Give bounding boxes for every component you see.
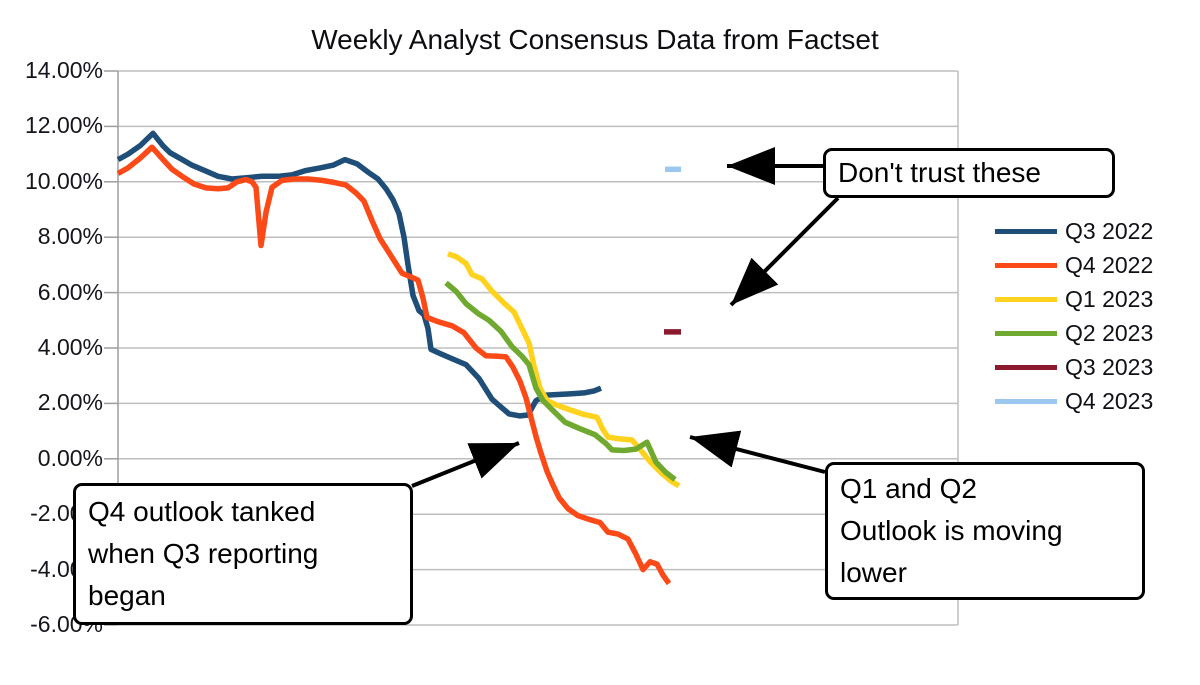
legend-label: Q3 2022	[1065, 218, 1154, 244]
legend-label: Q1 2023	[1065, 286, 1154, 312]
legend-label: Q4 2022	[1065, 252, 1154, 278]
callout-text: began	[88, 580, 166, 611]
legend-swatch-icon	[995, 399, 1057, 404]
legend-item: Q4 2022	[995, 252, 1154, 278]
callout-q1-q2-outlook-lower: Q1 and Q2 Outlook is moving lower	[825, 462, 1145, 600]
y-axis-tick-label: 14.00%	[24, 57, 103, 83]
legend-item: Q4 2023	[995, 388, 1154, 414]
legend-label: Q2 2023	[1065, 320, 1154, 346]
y-axis-tick-label: 0.00%	[37, 444, 103, 471]
legend-item: Q1 2023	[995, 286, 1154, 312]
legend-item: Q3 2023	[995, 354, 1154, 380]
legend-swatch-icon	[995, 229, 1057, 234]
legend-item: Q2 2023	[995, 320, 1154, 346]
callout-text: Q4 outlook tanked	[88, 496, 316, 527]
annotation-arrows	[411, 147, 840, 488]
series-line-q3-2022	[116, 130, 602, 419]
data-series	[116, 130, 681, 586]
series-line-q4-2022	[116, 144, 672, 586]
series-line-q1-2023	[447, 251, 681, 489]
chart-title: Weekly Analyst Consensus Data from Facts…	[311, 24, 879, 55]
y-axis-tick-label: 6.00%	[37, 278, 103, 305]
y-axis-tick-label: 4.00%	[37, 334, 103, 360]
legend-label: Q4 2023	[1065, 388, 1154, 414]
legend-swatch-icon	[995, 263, 1057, 268]
legend-swatch-icon	[995, 365, 1057, 370]
callout-q4-outlook-tanked: Q4 outlook tanked when Q3 reporting began	[73, 483, 413, 625]
callout-dont-trust-these: Don't trust these	[823, 148, 1115, 198]
legend-label: Q3 2023	[1065, 354, 1154, 380]
callout-text: Q1 and Q2	[840, 473, 977, 504]
callout-text: Don't trust these	[838, 157, 1041, 188]
series-line-q2-2023	[444, 280, 677, 482]
y-axis-tick-label: 8.00%	[37, 223, 103, 250]
callout-text: Outlook is moving	[840, 515, 1063, 546]
callout-text: when Q3 reporting	[88, 538, 319, 569]
legend-swatch-icon	[995, 297, 1057, 302]
y-axis-tick-label: 12.00%	[24, 112, 103, 139]
legend-item: Q3 2022	[995, 218, 1154, 244]
y-axis-tick-label: 10.00%	[24, 167, 103, 194]
legend: Q3 2022 Q4 2022 Q1 2023 Q2 2023 Q3 2023 Q4 20…	[995, 218, 1154, 423]
legend-swatch-icon	[995, 331, 1057, 336]
y-axis-tick-label: 2.00%	[37, 389, 103, 416]
callout-text: lower	[840, 557, 907, 588]
